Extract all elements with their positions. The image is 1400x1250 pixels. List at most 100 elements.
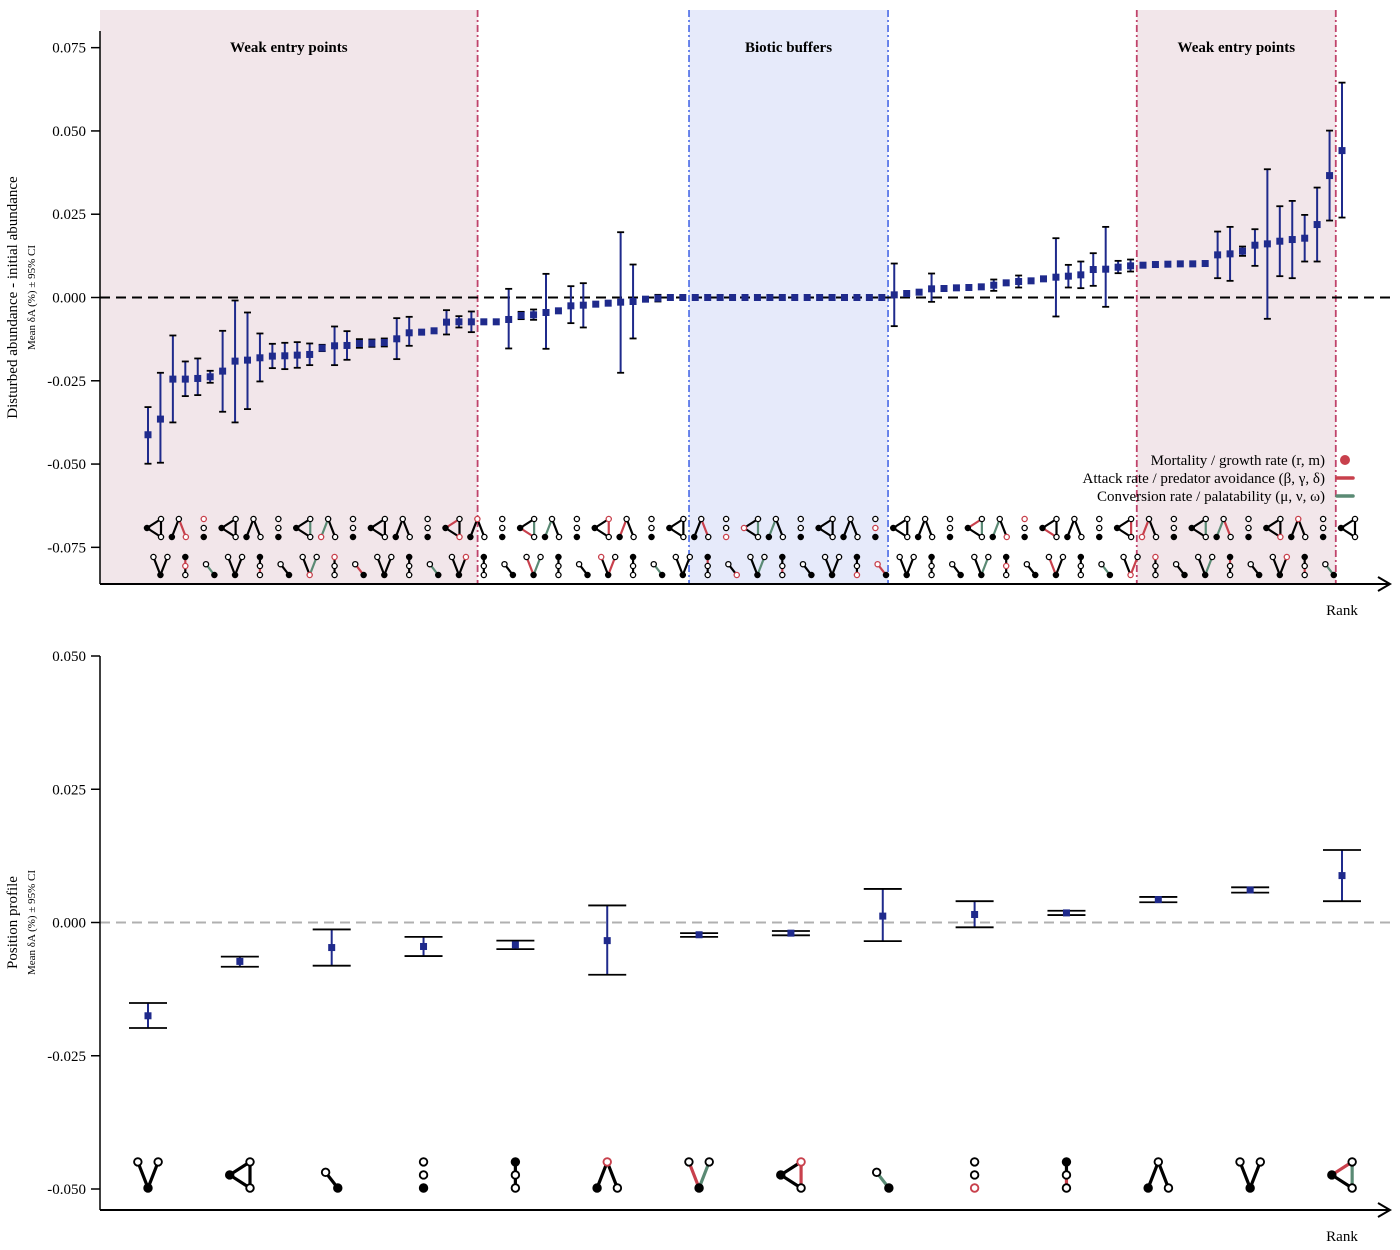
motif-node [1351,533,1359,541]
data-point [1027,277,1035,285]
motif-glyph [150,553,171,579]
motif-node [989,533,997,541]
motif-node [835,553,843,561]
motif-node [381,515,389,523]
data-point [865,294,873,301]
motif-node [1113,524,1121,532]
motif-glyph [351,560,367,579]
motif-node [704,571,711,579]
motif-node [969,1170,980,1180]
data-point [380,338,388,346]
motif-node [828,571,836,579]
motif-glyph [648,515,655,541]
motif-glyph [964,515,986,541]
motif-node [754,533,762,541]
data-point [787,929,795,937]
motif-node [584,571,591,579]
motif-node [616,533,623,541]
motif-node [969,1157,980,1167]
data-point [1089,266,1097,274]
data-point [642,295,649,303]
motif-glyph [776,1157,806,1193]
region-label: Weak entry points [230,40,348,56]
motif-node [1096,533,1103,541]
motif-node [808,571,815,579]
motif-node [275,515,282,523]
y-axis-sublabel: Mean δA (%) ± 95% CI [26,245,38,350]
motif-glyph [133,1157,163,1193]
motif-node [1347,1157,1357,1167]
motif-node [648,524,655,532]
motif-node [903,571,910,579]
legend-label: Attack rate / predator avoidance (β, γ, … [1083,471,1325,487]
motif-node [306,571,313,579]
y-tick-label: 0.075 [52,41,86,57]
data-point [443,318,450,326]
data-point [1326,172,1334,180]
motif-node [256,562,264,570]
motif-node [480,553,488,561]
region-band [100,10,478,584]
motif-glyph [1061,1157,1072,1193]
motif-node [946,524,954,532]
motif-node [143,524,151,532]
motif-node [573,515,581,523]
motif-glyph [1235,1157,1266,1193]
data-point [977,283,985,291]
data-point [890,291,898,299]
motif-node [910,553,917,561]
motif-node [1127,533,1135,541]
motif-node [921,515,929,523]
motif-node [448,553,456,561]
motif-node [1152,533,1160,541]
motif-node [1283,553,1291,561]
motif-node [797,524,805,532]
motif-node [779,571,786,579]
motif-glyph [779,553,786,579]
motif-node [1061,1170,1072,1180]
y-tick-label: -0.050 [47,1182,86,1198]
data-point [244,356,251,364]
data-point [268,352,276,360]
y-tick-label: 0.000 [52,291,86,307]
motif-node [1263,524,1270,532]
motif-node [1152,571,1159,579]
motif-node [1002,571,1010,579]
motif-node [317,533,325,541]
motif-node [231,571,239,579]
motif-node [1002,553,1010,561]
motif-glyph [797,515,805,541]
data-point [306,350,314,358]
motif-glyph [1172,560,1188,579]
data-point [393,335,401,343]
data-point [879,912,887,920]
motif-node [1145,515,1153,523]
y-tick-label: 0.050 [52,124,86,140]
motif-node [829,515,836,523]
motif-node [435,571,442,579]
motif-glyph [1120,553,1141,579]
motif-node [765,533,773,541]
motif-node [1172,560,1180,568]
motif-node [779,562,786,570]
motif-glyph [1301,553,1308,579]
data-point [841,294,848,301]
motif-glyph [592,1157,623,1193]
motif-node [424,524,431,532]
motif-node [630,533,637,541]
motif-node [686,553,694,561]
motif-node [257,533,264,541]
data-point [418,328,426,336]
legend-label: Conversion rate / palatability (μ, ν, ω) [1097,489,1325,505]
motif-node [680,533,687,541]
motif-node [367,524,375,532]
motif-node [1127,571,1134,579]
motif-node [776,1170,786,1180]
motif-node [555,571,562,579]
motif-glyph [1319,515,1327,541]
motif-node [1269,553,1277,561]
data-point [928,285,936,293]
motif-node [853,553,861,561]
motif-node [948,560,956,568]
motif-node [1098,560,1105,568]
